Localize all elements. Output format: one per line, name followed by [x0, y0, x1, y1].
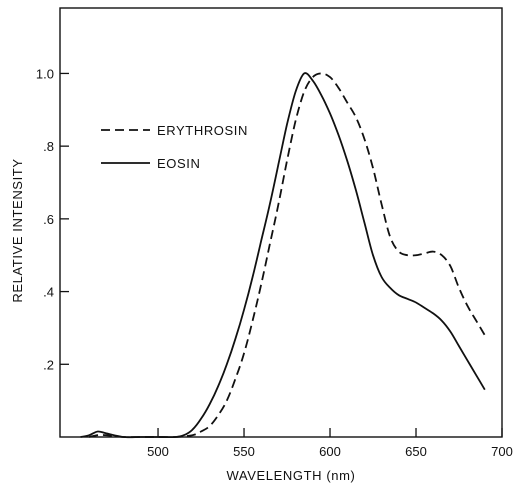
y-axis-title: RELATIVE INTENSITY — [10, 158, 25, 302]
x-tick-label: 500 — [147, 444, 169, 459]
plot-area-frame — [59, 7, 503, 438]
legend-label-erythrosin: ERYTHROSIN — [157, 123, 248, 138]
y-tick-label: .2 — [43, 357, 54, 372]
y-axis: .2 .4 .6 .8 1.0 — [36, 66, 69, 372]
erythrosin-curve — [89, 72, 486, 439]
x-tick-label: 550 — [233, 444, 255, 459]
x-tick-label: 650 — [405, 444, 427, 459]
x-axis: 500 550 600 650 700 — [147, 428, 513, 459]
x-tick-label: 600 — [319, 444, 341, 459]
x-tick-label: 700 — [491, 444, 513, 459]
eosin-curve — [80, 72, 486, 439]
y-tick-label: .4 — [43, 285, 54, 300]
y-tick-label: 1.0 — [36, 66, 54, 81]
y-tick-label: .8 — [43, 139, 54, 154]
legend: ERYTHROSIN EOSIN — [101, 123, 248, 171]
series-lines — [80, 72, 486, 439]
x-axis-title: WAVELENGTH (nm) — [227, 468, 356, 483]
y-tick-label: .6 — [43, 212, 54, 227]
legend-label-eosin: EOSIN — [157, 156, 200, 171]
